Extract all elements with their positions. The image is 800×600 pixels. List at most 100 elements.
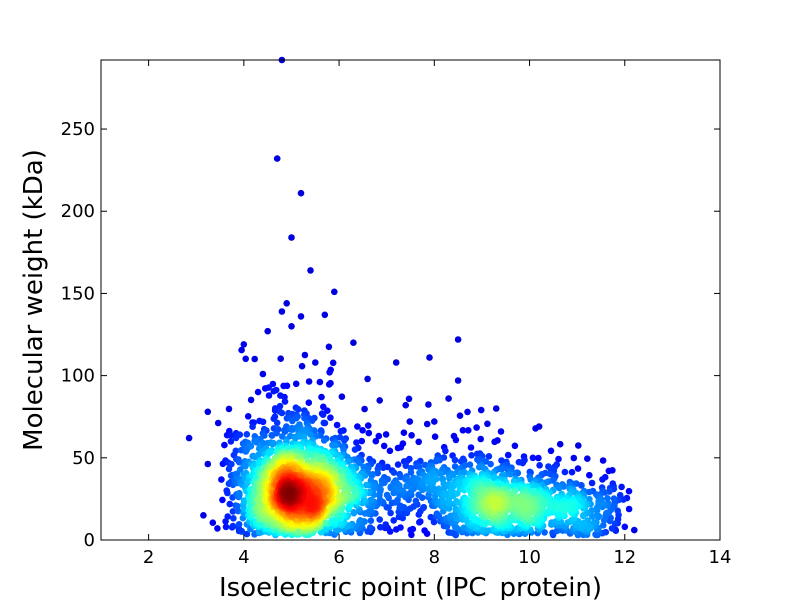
data-point [477, 406, 485, 414]
data-point [465, 427, 472, 434]
data-point [209, 519, 217, 526]
data-point [561, 468, 569, 476]
data-point [288, 234, 295, 241]
data-point [364, 375, 371, 383]
x-tick-label: 2 [143, 547, 154, 568]
data-point [468, 452, 475, 459]
x-tick-label: 8 [429, 547, 440, 568]
x-tick-label: 14 [709, 547, 732, 568]
data-point [380, 442, 388, 450]
data-point [375, 432, 383, 440]
data-point [472, 515, 479, 523]
y-axis-ticks: 0 50 100 150 200 250 [61, 119, 720, 551]
data-point [358, 437, 366, 445]
data-point [240, 341, 248, 348]
data-point [390, 469, 398, 476]
data-point [586, 471, 593, 479]
data-point [331, 288, 338, 296]
data-point [239, 514, 247, 522]
data-point [277, 392, 284, 399]
data-point [515, 458, 523, 466]
data-point [532, 425, 539, 432]
data-point [430, 478, 437, 486]
x-tick-label: 6 [333, 547, 344, 568]
data-point [621, 523, 629, 531]
data-point [442, 447, 449, 455]
data-point [555, 504, 563, 511]
data-point [454, 377, 462, 384]
data-point [225, 405, 233, 413]
data-point [585, 488, 593, 496]
data-point [325, 343, 333, 351]
data-point [382, 521, 390, 528]
data-point [277, 355, 285, 363]
data-point [320, 437, 328, 444]
data-point [276, 402, 284, 410]
data-point [584, 455, 591, 463]
data-point [298, 362, 306, 370]
data-point [318, 393, 325, 401]
data-point [459, 427, 467, 434]
data-point [244, 413, 252, 420]
data-point [238, 527, 245, 535]
data-point [407, 469, 415, 476]
data-point [415, 491, 422, 499]
data-point [453, 524, 461, 532]
data-point [517, 520, 524, 527]
data-point [547, 470, 554, 478]
data-point [603, 510, 610, 517]
data-point [443, 523, 451, 530]
data-point [305, 378, 313, 385]
x-axis-ticks: 2 4 6 8 10 12 14 [143, 60, 732, 568]
data-point [329, 359, 337, 367]
data-point [264, 327, 272, 335]
data-point [484, 420, 491, 428]
data-point [614, 507, 621, 515]
data-point [307, 497, 315, 505]
data-point [219, 496, 226, 504]
data-point [446, 475, 453, 482]
data-point [466, 461, 474, 469]
data-point [589, 513, 596, 520]
data-point [228, 460, 235, 468]
data-point [535, 454, 542, 462]
data-point [305, 399, 313, 407]
data-point [361, 405, 368, 413]
data-point [232, 434, 240, 442]
data-point [224, 489, 231, 497]
data-point [541, 529, 548, 536]
plot-frame [100, 59, 721, 541]
data-point [451, 456, 459, 464]
data-point [259, 418, 267, 426]
data-point [265, 392, 273, 399]
data-point [406, 418, 414, 425]
data-point [504, 451, 512, 459]
data-point [394, 444, 402, 452]
data-point [354, 423, 361, 430]
data-point [402, 401, 410, 409]
data-point [511, 442, 519, 450]
data-point [204, 408, 212, 416]
data-point [307, 267, 314, 274]
data-point [224, 513, 231, 520]
data-point [365, 429, 373, 437]
data-point [479, 526, 486, 533]
data-point [430, 518, 438, 526]
data-point [547, 447, 555, 455]
data-point [226, 500, 234, 508]
data-point [185, 434, 193, 442]
data-point [350, 509, 358, 516]
data-point [350, 339, 357, 347]
data-point [454, 336, 462, 343]
data-point [265, 384, 272, 391]
data-point [278, 308, 286, 315]
data-point [356, 518, 363, 526]
data-point [392, 359, 400, 366]
data-point [578, 482, 585, 489]
data-point [475, 463, 483, 471]
data-point [337, 427, 345, 435]
data-point [278, 409, 286, 417]
data-point [249, 423, 256, 431]
data-point [402, 462, 410, 470]
data-point [409, 525, 417, 533]
